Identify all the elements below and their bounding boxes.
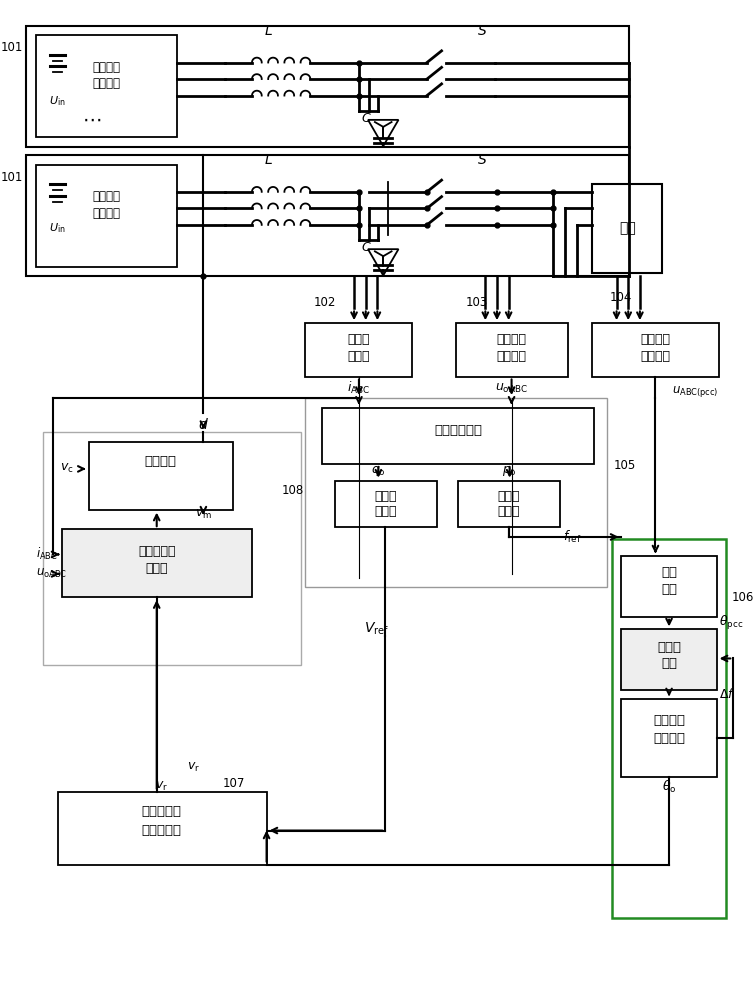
Bar (36, 35, 177, 137)
Text: $v_{\rm r}$: $v_{\rm r}$ (155, 780, 168, 793)
Text: $p_{\rm o}$: $p_{\rm o}$ (502, 464, 517, 478)
Text: 预同步: 预同步 (657, 641, 681, 654)
Text: $q_{\rm o}$: $q_{\rm o}$ (371, 464, 386, 478)
Text: 107: 107 (223, 777, 245, 790)
Text: 电压参考信: 电压参考信 (142, 805, 182, 818)
Text: 控制单元: 控制单元 (145, 455, 176, 468)
Text: 101: 101 (2, 41, 23, 54)
Text: $V_{\rm ref}$: $V_{\rm ref}$ (364, 620, 389, 637)
Bar (57, 792, 267, 865)
Text: 单元: 单元 (661, 657, 677, 670)
Text: 算单元: 算单元 (374, 505, 397, 518)
Bar (63, 529, 252, 597)
Text: 频率计: 频率计 (498, 490, 520, 503)
Bar (621, 556, 717, 617)
Text: 器主电路: 器主电路 (92, 207, 120, 220)
Bar (26, 155, 629, 276)
Text: 105: 105 (614, 459, 636, 472)
Text: 102: 102 (313, 296, 336, 309)
Text: 调制信号计: 调制信号计 (138, 545, 176, 558)
Text: $u_{\rm oABC}$: $u_{\rm oABC}$ (495, 382, 528, 395)
Text: $f_{\rm ref}$: $f_{\rm ref}$ (563, 529, 582, 545)
Text: 第二电压: 第二电压 (640, 333, 670, 346)
Bar (305, 323, 412, 377)
Text: 三相逆变: 三相逆变 (92, 61, 120, 74)
Text: 集模块: 集模块 (348, 350, 370, 363)
Text: 功率计算单元: 功率计算单元 (434, 424, 482, 437)
Text: $d$: $d$ (198, 417, 209, 432)
Bar (592, 184, 662, 273)
Text: $i_{\rm ABC}$: $i_{\rm ABC}$ (348, 380, 370, 396)
Text: 同步相位: 同步相位 (653, 714, 685, 727)
Text: $C$: $C$ (361, 112, 372, 125)
Bar (36, 165, 177, 267)
Text: 采集模块: 采集模块 (640, 350, 670, 363)
Text: 计算单元: 计算单元 (653, 732, 685, 745)
Bar (611, 539, 726, 918)
Text: $\Delta f$: $\Delta f$ (719, 687, 735, 701)
Text: 算单元: 算单元 (498, 505, 520, 518)
Text: 101: 101 (2, 171, 23, 184)
Bar (458, 481, 560, 527)
Text: $u_{\rm oABC}$: $u_{\rm oABC}$ (36, 567, 67, 580)
Text: $\cdots$: $\cdots$ (82, 109, 101, 128)
Bar (322, 408, 594, 464)
Bar (335, 481, 437, 527)
Text: 器主电路: 器主电路 (92, 77, 120, 90)
Text: $v_{\rm m}$: $v_{\rm m}$ (195, 508, 212, 521)
Text: 108: 108 (281, 484, 304, 497)
Bar (621, 629, 717, 690)
Text: $U_{\rm in}$: $U_{\rm in}$ (49, 221, 66, 235)
Text: 电流采: 电流采 (348, 333, 370, 346)
Bar (89, 442, 232, 510)
Text: 算单元: 算单元 (146, 562, 168, 575)
Text: 号生成模块: 号生成模块 (142, 824, 182, 837)
Text: 104: 104 (610, 291, 632, 304)
Text: 单元: 单元 (661, 583, 677, 596)
Text: $v_{\rm c}$: $v_{\rm c}$ (60, 462, 74, 475)
Text: $S$: $S$ (477, 153, 488, 167)
Text: $v_{\rm r}$: $v_{\rm r}$ (187, 761, 200, 774)
Text: 106: 106 (731, 591, 754, 604)
Text: $C$: $C$ (361, 241, 372, 254)
Text: $u_{\rm ABC(pcc)}$: $u_{\rm ABC(pcc)}$ (672, 384, 719, 399)
Text: 幅值计: 幅值计 (374, 490, 397, 503)
Bar (43, 432, 301, 665)
Text: 采集模块: 采集模块 (497, 350, 526, 363)
Text: $i_{\rm ABC}$: $i_{\rm ABC}$ (36, 546, 58, 562)
Bar (592, 323, 719, 377)
Text: $\theta_{\rm pcc}$: $\theta_{\rm pcc}$ (719, 614, 743, 632)
Bar (621, 699, 717, 777)
Text: $S$: $S$ (477, 24, 488, 38)
Text: 三相逆变: 三相逆变 (92, 190, 120, 203)
Bar (26, 26, 629, 147)
Text: 锁相: 锁相 (661, 566, 677, 579)
Text: $U_{\rm in}$: $U_{\rm in}$ (49, 94, 66, 108)
Bar (305, 398, 607, 587)
Text: 负荷: 负荷 (619, 221, 636, 235)
Text: 103: 103 (466, 296, 488, 309)
Text: $L$: $L$ (264, 153, 273, 167)
Text: $L$: $L$ (264, 24, 273, 38)
Text: 第一电压: 第一电压 (497, 333, 526, 346)
Bar (456, 323, 568, 377)
Text: $\theta_{\rm o}$: $\theta_{\rm o}$ (662, 779, 676, 795)
